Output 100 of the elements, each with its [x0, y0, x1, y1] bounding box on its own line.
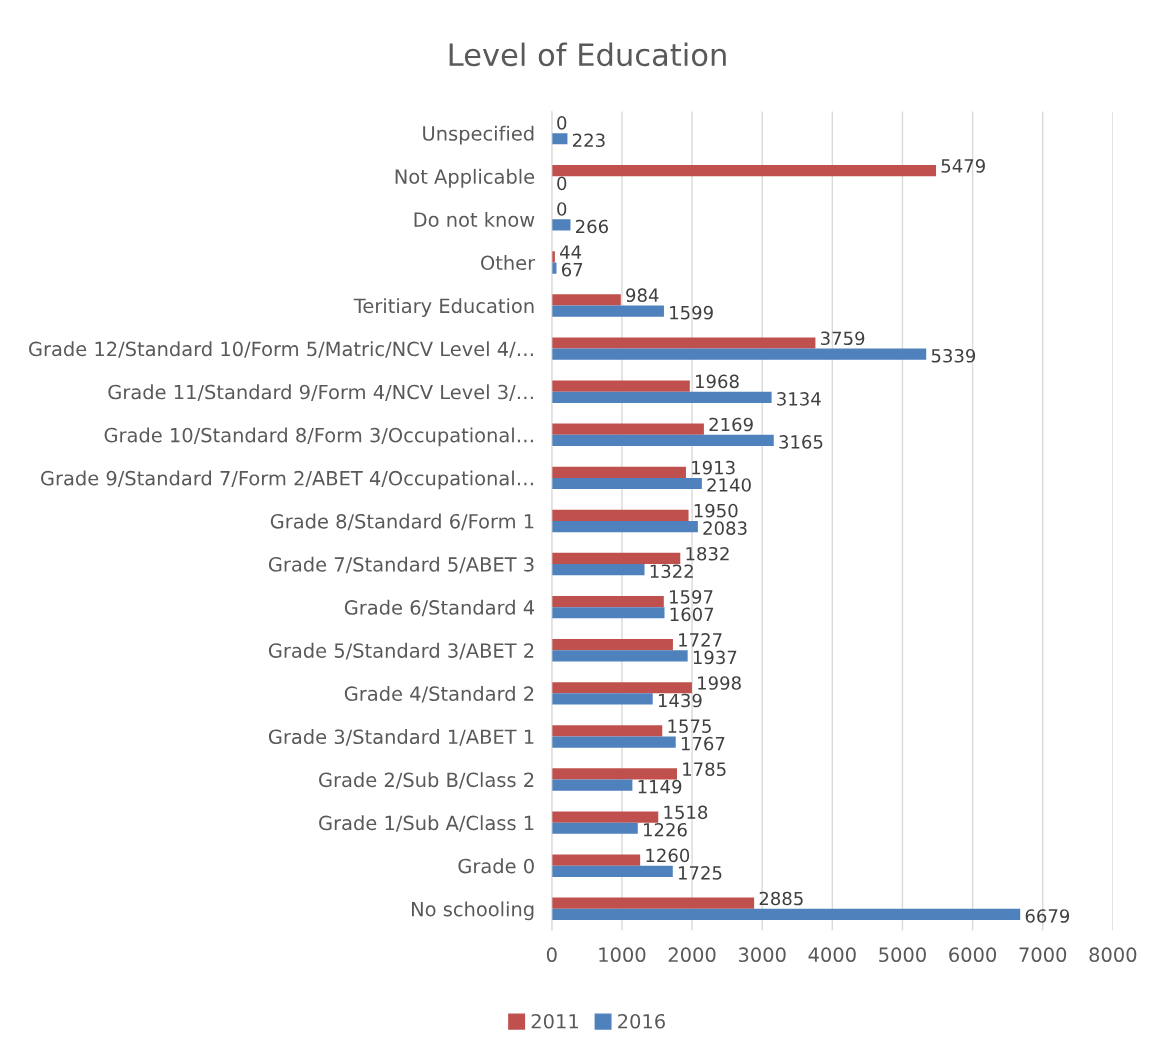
bar — [551, 639, 673, 651]
data-label: 984 — [626, 288, 659, 303]
data-label: 67 — [561, 262, 583, 277]
bar — [551, 348, 927, 360]
data-label: 6679 — [1025, 909, 1070, 923]
bar — [551, 822, 638, 834]
data-label: 1575 — [668, 719, 711, 733]
x-tick-label: 3000 — [738, 947, 786, 963]
bar — [551, 423, 704, 435]
x-tick-label: 8000 — [1089, 947, 1137, 963]
bar — [551, 607, 665, 619]
bar — [551, 682, 692, 694]
y-tick-label: Other — [481, 255, 536, 271]
data-label: 44 — [559, 245, 582, 259]
x-tick-label: 1000 — [599, 947, 646, 963]
data-label: 5339 — [931, 348, 976, 363]
data-label: 1597 — [669, 590, 713, 604]
data-label: 2140 — [707, 478, 751, 492]
bar — [551, 466, 686, 478]
bar — [551, 165, 937, 177]
bar — [551, 520, 698, 533]
data-label: 1439 — [658, 693, 702, 708]
y-tick-label: Grade 2/Sub B/Class 2 — [319, 772, 534, 789]
bar — [551, 564, 645, 576]
data-label: 1767 — [681, 736, 725, 751]
y-tick-label: Grade 11/Standard 9/Form 4/NCV Level 3/… — [108, 384, 533, 401]
data-label: 1950 — [694, 503, 738, 518]
y-tick-label: Grade 10/Standard 8/Form 3/Occupational… — [104, 427, 533, 447]
y-tick-label: No schooling — [412, 901, 534, 921]
data-label: 1913 — [692, 460, 735, 475]
bar — [551, 908, 1021, 921]
data-label: 2083 — [703, 521, 747, 535]
data-label: 3134 — [777, 392, 821, 406]
data-label: 5479 — [941, 159, 985, 173]
bar — [551, 380, 690, 392]
bar — [551, 811, 659, 823]
y-tick-label: Grade 0 — [458, 858, 534, 874]
bar — [551, 305, 664, 317]
y-tick-label: Not Applicable — [395, 168, 535, 188]
data-label: 0 — [557, 202, 567, 216]
y-tick-label: Grade 6/Standard 4 — [344, 599, 535, 617]
bar — [551, 262, 557, 274]
bar — [551, 219, 571, 231]
bar — [551, 736, 676, 748]
bar — [551, 897, 755, 909]
x-tick-label: 7000 — [1019, 947, 1067, 963]
data-label: 1607 — [670, 607, 714, 622]
data-label: 1998 — [698, 676, 741, 690]
y-tick-label: Do not know — [414, 211, 535, 227]
data-label: 2885 — [759, 891, 803, 906]
data-label: 1518 — [664, 805, 708, 820]
bar — [551, 865, 673, 877]
bar — [551, 133, 568, 145]
y-tick-label: Grade 7/Standard 5/ABET 3 — [268, 556, 534, 574]
legend-label: 2011 — [531, 1013, 578, 1029]
bar — [551, 391, 772, 403]
bar — [551, 552, 681, 565]
y-tick-label: Grade 5/Standard 3/ABET 2 — [268, 642, 534, 660]
data-label: 0 — [557, 176, 567, 191]
bar — [551, 693, 653, 705]
data-label: 1937 — [693, 650, 737, 665]
x-tick-label: 2000 — [668, 947, 716, 963]
bar — [551, 251, 555, 263]
data-label: 1149 — [638, 779, 682, 794]
legend-label: 2016 — [618, 1013, 665, 1029]
bar — [551, 509, 689, 521]
bar — [551, 595, 664, 608]
x-tick-label: 0 — [546, 947, 557, 963]
data-label: 1322 — [650, 564, 693, 579]
data-label: 1727 — [679, 633, 722, 647]
data-label: 3165 — [779, 435, 823, 449]
x-tick-label: 5000 — [879, 947, 926, 963]
data-label: 1785 — [683, 762, 726, 777]
data-label: 3759 — [821, 331, 865, 346]
y-tick-label: Grade 12/Standard 10/Form 5/Matric/NCV Level 4/… — [29, 341, 533, 358]
bar — [551, 434, 774, 446]
data-label: 1968 — [696, 374, 739, 389]
y-tick-label: Teritiary Education — [353, 298, 534, 317]
bar — [551, 854, 641, 866]
x-tick-label: 6000 — [949, 947, 997, 963]
y-tick-label: Grade 9/Standard 7/Form 2/ABET 4/Occupational… — [41, 470, 533, 490]
bar — [551, 650, 688, 662]
bar — [551, 779, 633, 791]
y-tick-label: Grade 3/Standard 1/ABET 1 — [268, 729, 534, 746]
bar — [551, 294, 621, 306]
data-label: 1260 — [646, 848, 690, 863]
bar — [551, 768, 677, 780]
y-tick-label: Unspecified — [423, 125, 534, 145]
data-label: 0 — [557, 115, 567, 130]
bar — [551, 725, 663, 737]
bar — [551, 337, 816, 349]
bar — [551, 477, 702, 490]
y-tick-label: Grade 1/Sub A/Class 1 — [319, 815, 534, 832]
y-tick-label: Grade 4/Standard 2 — [344, 685, 534, 703]
data-label: 223 — [572, 133, 605, 148]
data-label: 1599 — [670, 305, 713, 320]
data-label: 1725 — [678, 866, 722, 880]
x-tick-label: 4000 — [808, 947, 856, 963]
data-label: 266 — [575, 219, 608, 234]
data-label: 1226 — [643, 822, 687, 837]
